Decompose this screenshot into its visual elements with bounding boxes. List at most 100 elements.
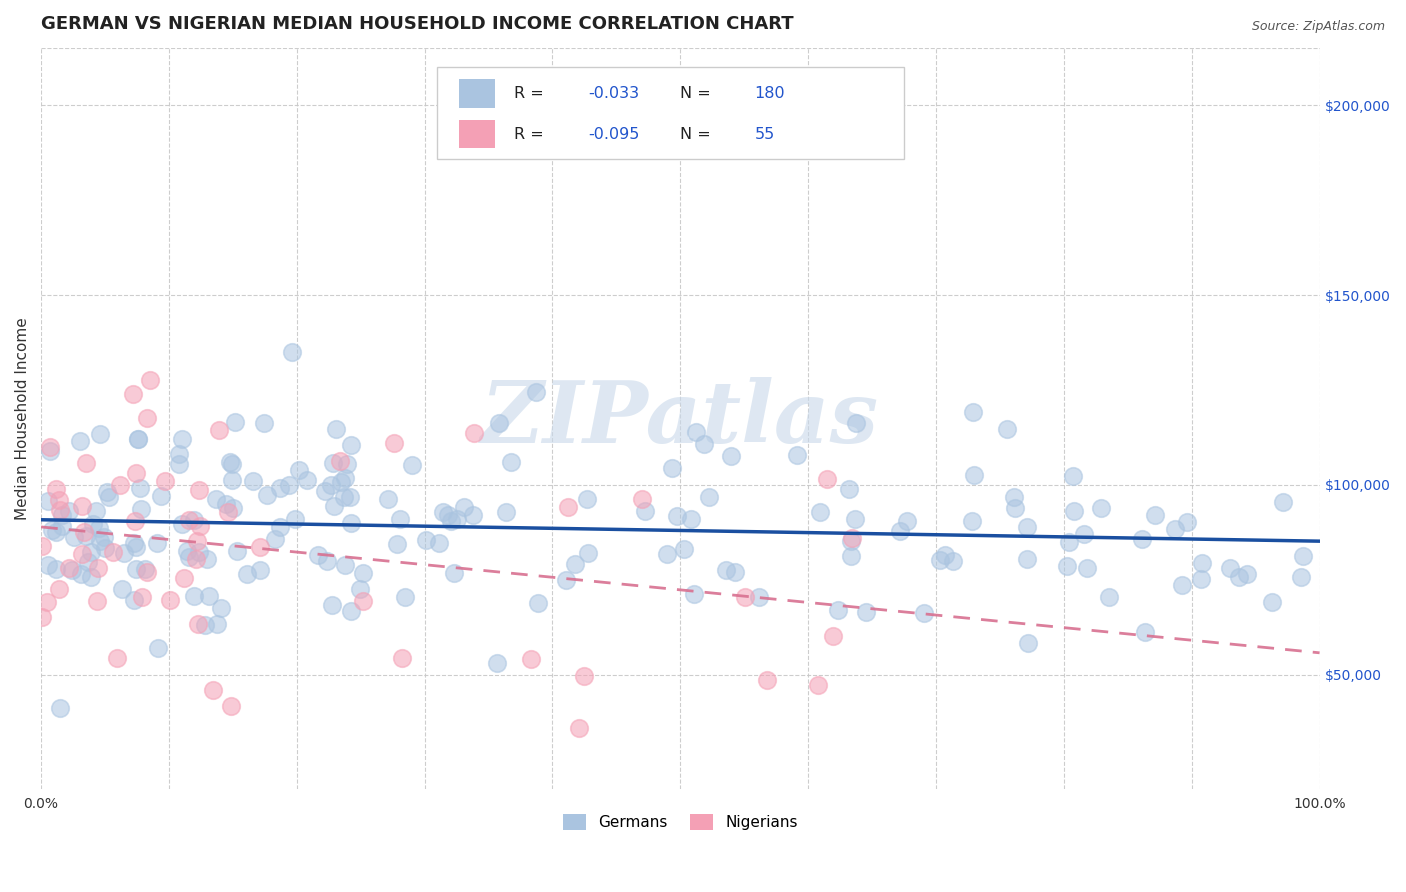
- Point: [486, 656, 509, 670]
- Point: [124, 514, 146, 528]
- FancyBboxPatch shape: [460, 120, 495, 148]
- Point: [93, 530, 115, 544]
- Point: [194, 618, 217, 632]
- Point: [51, 508, 73, 522]
- Point: [249, 541, 271, 555]
- Point: [215, 497, 238, 511]
- Point: [714, 563, 737, 577]
- Point: [527, 596, 550, 610]
- Point: [683, 587, 706, 601]
- Point: [1130, 532, 1153, 546]
- Point: [134, 562, 156, 576]
- Point: [288, 463, 311, 477]
- Point: [810, 505, 832, 519]
- Point: [377, 492, 399, 507]
- Point: [242, 474, 264, 488]
- Point: [572, 669, 595, 683]
- Point: [70, 500, 93, 514]
- Point: [205, 492, 228, 507]
- Point: [188, 545, 211, 559]
- Point: [307, 548, 329, 562]
- Point: [209, 601, 232, 615]
- Point: [333, 491, 356, 505]
- Point: [1289, 570, 1312, 584]
- Point: [928, 552, 950, 566]
- Point: [1057, 534, 1080, 549]
- Point: [37, 494, 59, 508]
- Point: [221, 473, 243, 487]
- Point: [281, 345, 304, 359]
- Point: [41, 523, 63, 537]
- Point: [48, 502, 70, 516]
- Point: [127, 432, 149, 446]
- Point: [159, 592, 181, 607]
- Point: [339, 490, 361, 504]
- Point: [80, 545, 103, 559]
- Point: [333, 558, 356, 572]
- Point: [153, 475, 176, 489]
- Point: [269, 481, 291, 495]
- Text: R =: R =: [515, 86, 548, 101]
- Point: [184, 552, 207, 566]
- Point: [94, 541, 117, 556]
- Point: [121, 387, 143, 401]
- Text: -0.095: -0.095: [588, 127, 640, 142]
- Point: [48, 701, 70, 715]
- Point: [89, 521, 111, 535]
- Point: [105, 650, 128, 665]
- Point: [31, 539, 53, 553]
- Text: GERMAN VS NIGERIAN MEDIAN HOUSEHOLD INCOME CORRELATION CHART: GERMAN VS NIGERIAN MEDIAN HOUSEHOLD INCO…: [41, 15, 794, 33]
- Point: [96, 484, 118, 499]
- Point: [1171, 578, 1194, 592]
- Point: [48, 582, 70, 596]
- Point: [221, 457, 243, 471]
- Point: [236, 567, 259, 582]
- Point: [170, 516, 193, 531]
- Point: [58, 561, 80, 575]
- Point: [225, 544, 247, 558]
- Point: [1098, 590, 1121, 604]
- FancyBboxPatch shape: [437, 67, 904, 160]
- Point: [339, 604, 361, 618]
- Text: N =: N =: [681, 127, 716, 142]
- Point: [672, 541, 695, 556]
- Text: 180: 180: [755, 86, 785, 101]
- Point: [253, 417, 276, 431]
- Point: [128, 481, 150, 495]
- Point: [1133, 625, 1156, 640]
- Point: [167, 457, 190, 471]
- Point: [889, 524, 911, 539]
- Point: [60, 563, 83, 577]
- Point: [173, 571, 195, 585]
- Point: [436, 508, 458, 522]
- Point: [631, 491, 654, 506]
- Point: [391, 651, 413, 665]
- Point: [167, 447, 190, 461]
- Point: [394, 590, 416, 604]
- Point: [914, 606, 936, 620]
- Point: [352, 594, 374, 608]
- Point: [443, 566, 465, 580]
- Point: [170, 432, 193, 446]
- Point: [349, 582, 371, 596]
- Point: [1076, 560, 1098, 574]
- Point: [45, 482, 67, 496]
- Point: [48, 493, 70, 508]
- Point: [89, 533, 111, 548]
- Point: [269, 520, 291, 534]
- Point: [87, 560, 110, 574]
- Point: [202, 683, 225, 698]
- Point: [488, 417, 510, 431]
- Point: [336, 458, 359, 472]
- Point: [962, 405, 984, 419]
- Point: [501, 455, 523, 469]
- Point: [179, 550, 201, 565]
- Point: [84, 504, 107, 518]
- Point: [1063, 503, 1085, 517]
- Point: [841, 531, 863, 545]
- Point: [681, 511, 703, 525]
- Text: -0.033: -0.033: [588, 86, 640, 101]
- Point: [1056, 559, 1078, 574]
- Point: [264, 533, 287, 547]
- Point: [665, 509, 688, 524]
